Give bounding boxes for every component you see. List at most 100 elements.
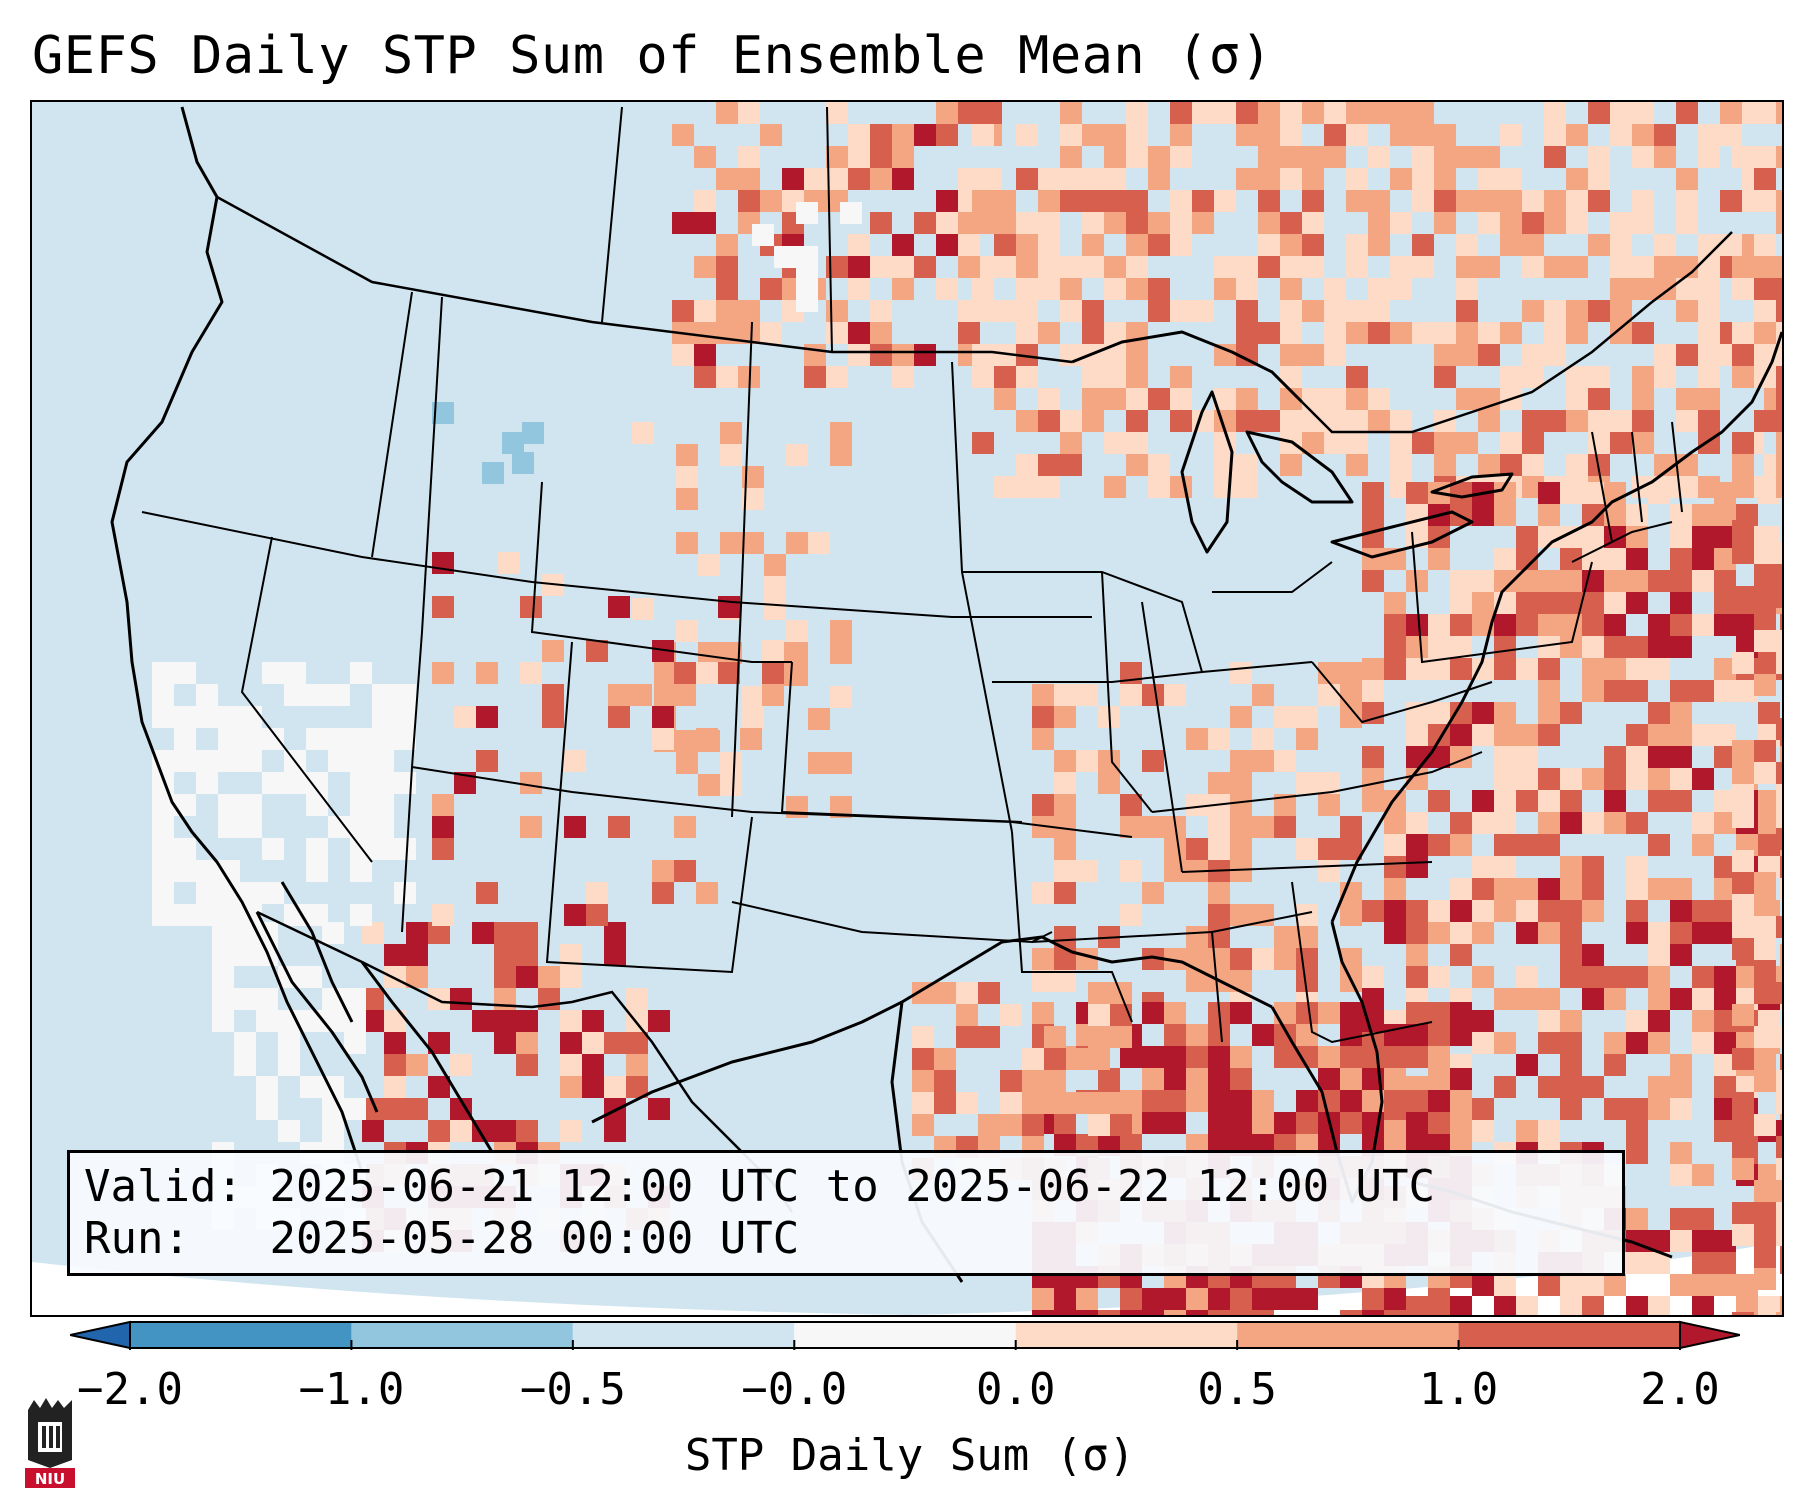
anomaly-cell bbox=[476, 662, 498, 684]
anomaly-cell bbox=[1544, 190, 1566, 212]
anomaly-cell bbox=[1450, 482, 1472, 504]
anomaly-cell bbox=[1384, 1068, 1406, 1090]
anomaly-cell bbox=[1494, 724, 1516, 746]
anomaly-cell bbox=[1610, 322, 1632, 344]
anomaly-cell bbox=[1428, 900, 1450, 922]
anomaly-cell bbox=[1500, 212, 1522, 234]
anomaly-cell bbox=[256, 1010, 278, 1032]
anomaly-cell bbox=[694, 300, 716, 322]
anomaly-cell bbox=[1390, 256, 1412, 278]
anomaly-cell bbox=[1560, 1296, 1582, 1315]
anomaly-cell bbox=[1754, 674, 1776, 696]
anomaly-cell bbox=[652, 860, 674, 882]
anomaly-cell bbox=[1126, 454, 1148, 476]
anomaly-cell bbox=[1406, 614, 1428, 636]
anomaly-cell bbox=[1120, 1288, 1142, 1310]
colorbar-tick-label: −2.0 bbox=[77, 1364, 183, 1415]
anomaly-cell bbox=[218, 860, 240, 882]
anomaly-cell bbox=[958, 102, 980, 124]
anomaly-cell bbox=[1428, 1024, 1450, 1046]
anomaly-cell bbox=[586, 640, 608, 662]
anomaly-cell bbox=[1732, 1202, 1754, 1224]
anomaly-cell bbox=[698, 774, 720, 796]
anomaly-cell bbox=[1142, 1090, 1164, 1112]
anomaly-cell bbox=[1164, 1002, 1186, 1024]
anomaly-cell bbox=[1120, 816, 1142, 838]
run-time-line: Run: 2025-05-28 00:00 UTC bbox=[84, 1213, 799, 1265]
anomaly-cell bbox=[892, 146, 914, 168]
anomaly-cell bbox=[1022, 1114, 1044, 1136]
anomaly-cell bbox=[1472, 702, 1494, 724]
anomaly-cell bbox=[1412, 256, 1434, 278]
anomaly-cell bbox=[1390, 212, 1412, 234]
anomaly-cell bbox=[1516, 724, 1538, 746]
anomaly-cell bbox=[1296, 706, 1318, 728]
anomaly-cell bbox=[1582, 592, 1604, 614]
anomaly-cell bbox=[1406, 1024, 1428, 1046]
colorbar-border bbox=[129, 1321, 1681, 1349]
anomaly-cell bbox=[1230, 772, 1252, 794]
anomaly-cell bbox=[284, 904, 306, 926]
anomaly-cell bbox=[1494, 746, 1516, 768]
anomaly-cell bbox=[1714, 614, 1736, 636]
anomaly-cell bbox=[1450, 702, 1472, 724]
anomaly-cell bbox=[1494, 1274, 1516, 1296]
anomaly-cell bbox=[1588, 234, 1610, 256]
anomaly-cell bbox=[1054, 684, 1076, 706]
anomaly-cell bbox=[1016, 366, 1038, 388]
anomaly-cell bbox=[1428, 790, 1450, 812]
anomaly-cell bbox=[1648, 768, 1670, 790]
anomaly-cell bbox=[760, 190, 782, 212]
anomaly-cell bbox=[1648, 966, 1670, 988]
anomaly-cell bbox=[972, 300, 994, 322]
anomaly-cell bbox=[742, 686, 764, 708]
anomaly-cell bbox=[328, 728, 350, 750]
anomaly-cell bbox=[1670, 680, 1692, 702]
anomaly-cell bbox=[1670, 548, 1692, 570]
anomaly-cell bbox=[934, 1092, 956, 1114]
anomaly-cell bbox=[1560, 922, 1582, 944]
anomaly-cell bbox=[1604, 988, 1626, 1010]
anomaly-cell bbox=[1258, 212, 1280, 234]
anomaly-cell bbox=[1208, 948, 1230, 970]
anomaly-cell bbox=[870, 256, 892, 278]
anomaly-cell bbox=[1406, 966, 1428, 988]
anomaly-cell bbox=[1170, 124, 1192, 146]
anomaly-cell bbox=[306, 860, 328, 882]
anomaly-cell bbox=[1076, 1288, 1098, 1310]
anomaly-cell bbox=[1412, 432, 1434, 454]
anomaly-cell bbox=[1032, 948, 1054, 970]
anomaly-cell bbox=[1566, 212, 1588, 234]
anomaly-cell bbox=[450, 1054, 472, 1076]
anomaly-cell bbox=[1384, 1288, 1406, 1310]
anomaly-cell bbox=[796, 246, 818, 268]
validity-info-box: Valid: 2025-06-21 12:00 UTC to 2025-06-2… bbox=[67, 1150, 1625, 1276]
anomaly-cell bbox=[870, 300, 892, 322]
anomaly-cell bbox=[830, 796, 852, 818]
anomaly-cell bbox=[1588, 366, 1610, 388]
anomaly-cell bbox=[1538, 878, 1560, 900]
anomaly-cell bbox=[1472, 1120, 1494, 1142]
anomaly-cell bbox=[1566, 322, 1588, 344]
anomaly-cell bbox=[1516, 790, 1538, 812]
anomaly-cell bbox=[1016, 322, 1038, 344]
anomaly-cell bbox=[1478, 410, 1500, 432]
anomaly-cell bbox=[1406, 724, 1428, 746]
anomaly-cell bbox=[972, 212, 994, 234]
anomaly-cell bbox=[1340, 948, 1362, 970]
anomaly-cell bbox=[306, 772, 328, 794]
anomaly-cell bbox=[936, 102, 958, 124]
anomaly-cell bbox=[1472, 1010, 1494, 1032]
anomaly-cell bbox=[764, 576, 786, 598]
anomaly-cell bbox=[1406, 1112, 1428, 1134]
anomaly-cell bbox=[1654, 366, 1676, 388]
anomaly-cell bbox=[1494, 790, 1516, 812]
anomaly-cell bbox=[1754, 278, 1776, 300]
anomaly-cell bbox=[1604, 680, 1626, 702]
anomaly-cell bbox=[1566, 256, 1588, 278]
anomaly-cell bbox=[454, 706, 476, 728]
anomaly-cell bbox=[608, 706, 630, 728]
anomaly-cell bbox=[1538, 834, 1560, 856]
colorbar-segment bbox=[794, 1322, 1016, 1348]
anomaly-cell bbox=[1582, 504, 1604, 526]
